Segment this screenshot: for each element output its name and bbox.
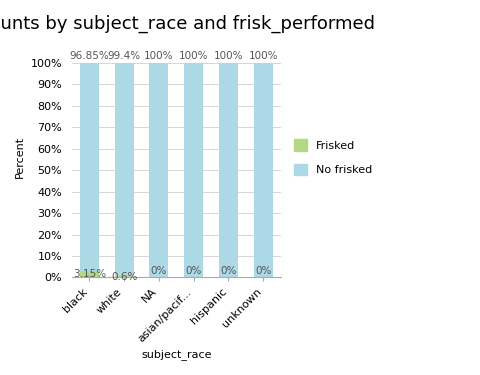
Bar (218, 63, 238, 278)
Bar (80, 63, 99, 271)
Bar (184, 63, 203, 278)
Text: 100%: 100% (213, 51, 242, 61)
Text: 0%: 0% (185, 266, 202, 276)
Text: 100%: 100% (179, 51, 208, 61)
Text: 96.85%: 96.85% (69, 51, 109, 61)
Text: 100%: 100% (248, 51, 277, 61)
Text: 0%: 0% (220, 266, 236, 276)
Bar (253, 63, 272, 278)
Text: 0%: 0% (150, 266, 167, 276)
Text: 100%: 100% (144, 51, 173, 61)
Bar (114, 276, 133, 278)
Bar (149, 63, 168, 278)
Bar (114, 63, 133, 276)
X-axis label: subject_race: subject_race (141, 349, 211, 360)
Text: 0.6%: 0.6% (111, 272, 137, 282)
Text: 0%: 0% (254, 266, 271, 276)
Text: 99.4%: 99.4% (107, 51, 140, 61)
Y-axis label: Percent: Percent (15, 136, 25, 178)
Title: Counts by subject_race and frisk_performed: Counts by subject_race and frisk_perform… (0, 15, 374, 33)
Bar (80, 271, 99, 278)
Text: 3.15%: 3.15% (72, 269, 106, 279)
Legend: Frisked, No frisked: Frisked, No frisked (288, 134, 377, 181)
